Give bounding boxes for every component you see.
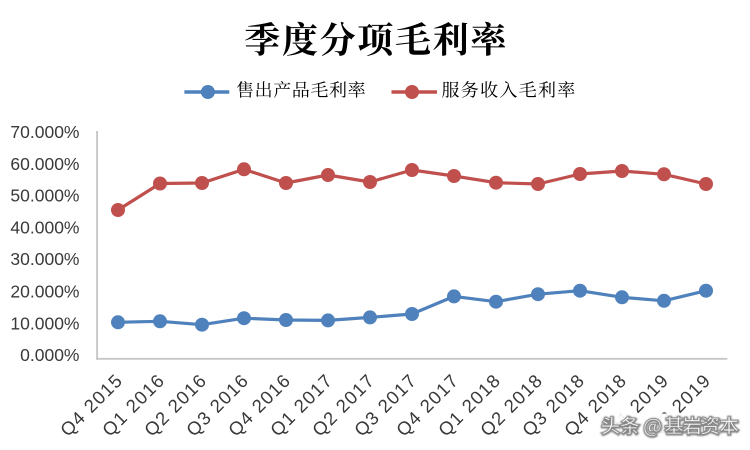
svg-text:10.000%: 10.000% [10,313,79,333]
svg-text:20.000%: 20.000% [10,281,79,301]
svg-text:60.000%: 60.000% [10,154,79,174]
svg-text:70.000%: 70.000% [10,122,79,142]
svg-text:50.000%: 50.000% [10,185,79,205]
svg-text:30.000%: 30.000% [10,249,79,269]
svg-text:40.000%: 40.000% [10,217,79,237]
svg-text:0.000%: 0.000% [20,345,79,365]
